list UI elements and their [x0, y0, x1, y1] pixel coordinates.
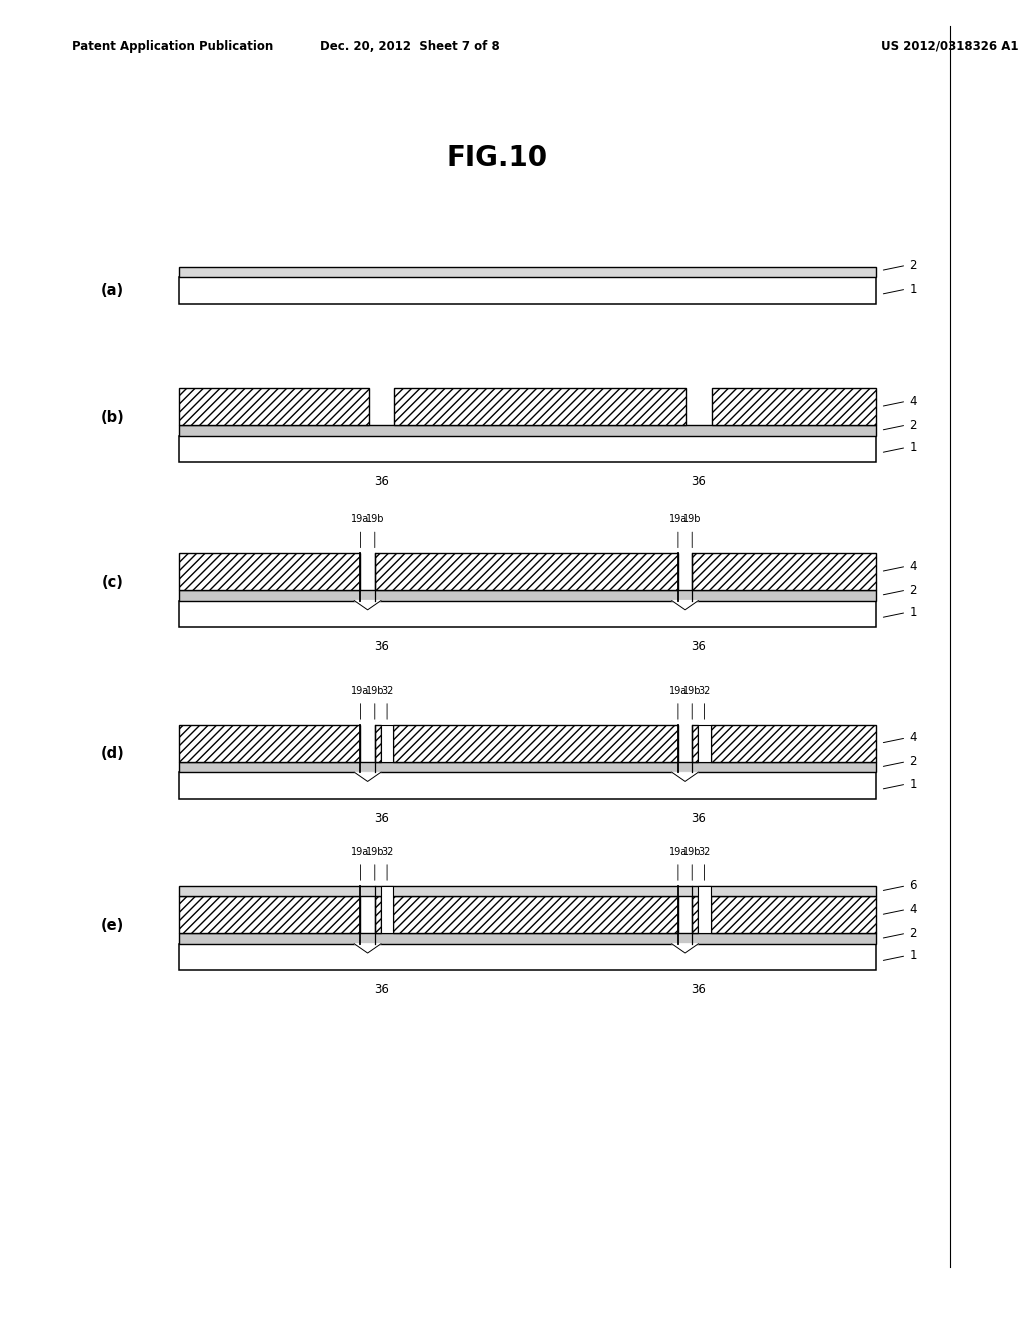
Text: 1: 1	[909, 441, 916, 454]
Text: 2: 2	[909, 583, 916, 597]
Bar	[179, 267, 876, 277]
Text: Patent Application Publication: Patent Application Publication	[72, 40, 273, 53]
Text: 6: 6	[909, 879, 916, 892]
Text: FIG.10: FIG.10	[446, 144, 547, 173]
Bar	[692, 725, 698, 762]
Text: (c): (c)	[101, 574, 124, 590]
Text: Dec. 20, 2012  Sheet 7 of 8: Dec. 20, 2012 Sheet 7 of 8	[319, 40, 500, 53]
Text: 2: 2	[909, 755, 916, 768]
Text: 32: 32	[698, 685, 711, 696]
Text: 36: 36	[691, 812, 707, 825]
Text: 4: 4	[909, 903, 916, 916]
Bar	[179, 886, 876, 896]
Text: 2: 2	[909, 259, 916, 272]
Text: US 2012/0318326 A1: US 2012/0318326 A1	[881, 40, 1018, 53]
Text: 1: 1	[909, 282, 916, 296]
Text: 4: 4	[909, 560, 916, 573]
Text: 19a: 19a	[669, 685, 687, 696]
Polygon shape	[672, 944, 698, 953]
Bar	[179, 772, 876, 799]
Bar	[375, 725, 381, 762]
Text: 36: 36	[374, 983, 389, 997]
Bar	[393, 896, 678, 933]
Text: 36: 36	[691, 475, 707, 488]
Text: (d): (d)	[100, 746, 125, 762]
Text: 19b: 19b	[683, 513, 701, 524]
Text: (e): (e)	[101, 917, 124, 933]
Bar	[381, 725, 393, 762]
Text: 36: 36	[374, 640, 389, 653]
Text: 1: 1	[909, 949, 916, 962]
Bar	[179, 762, 876, 772]
Text: 4: 4	[909, 731, 916, 744]
Text: 19b: 19b	[366, 513, 384, 524]
Bar	[179, 388, 369, 425]
Text: 32: 32	[698, 846, 711, 857]
Bar	[179, 425, 876, 436]
Text: 36: 36	[374, 475, 389, 488]
Text: 19a: 19a	[351, 846, 370, 857]
Bar	[698, 725, 711, 762]
Text: 2: 2	[909, 418, 916, 432]
Polygon shape	[672, 772, 698, 781]
Text: 1: 1	[909, 606, 916, 619]
Bar	[698, 886, 711, 933]
Bar	[179, 601, 876, 627]
Text: 32: 32	[381, 846, 393, 857]
Bar	[179, 896, 360, 933]
Bar	[179, 725, 360, 762]
Bar	[375, 553, 678, 590]
Bar	[394, 388, 686, 425]
Bar	[179, 553, 360, 590]
Text: 36: 36	[691, 983, 707, 997]
Text: 19b: 19b	[366, 685, 384, 696]
Bar	[375, 896, 381, 933]
Polygon shape	[672, 601, 698, 610]
Bar	[711, 896, 876, 933]
Text: 19a: 19a	[351, 685, 370, 696]
Text: 2: 2	[909, 927, 916, 940]
Bar	[179, 436, 876, 462]
Bar	[711, 725, 876, 762]
Text: 19b: 19b	[683, 846, 701, 857]
Text: 4: 4	[909, 395, 916, 408]
Text: 32: 32	[381, 685, 393, 696]
Bar	[692, 553, 876, 590]
Text: 36: 36	[691, 640, 707, 653]
Bar	[381, 886, 393, 933]
Bar	[712, 388, 876, 425]
Bar	[179, 933, 876, 944]
Text: (b): (b)	[100, 409, 125, 425]
Bar	[179, 590, 876, 601]
Text: 19b: 19b	[683, 685, 701, 696]
Polygon shape	[354, 601, 381, 610]
Text: 19a: 19a	[669, 513, 687, 524]
Bar	[393, 725, 678, 762]
Text: 36: 36	[374, 812, 389, 825]
Bar	[179, 944, 876, 970]
Text: 19a: 19a	[351, 513, 370, 524]
Text: (a): (a)	[101, 282, 124, 298]
Polygon shape	[354, 772, 381, 781]
Text: 19a: 19a	[669, 846, 687, 857]
Text: 19b: 19b	[366, 846, 384, 857]
Text: 1: 1	[909, 777, 916, 791]
Bar	[179, 277, 876, 304]
Bar	[692, 896, 698, 933]
Polygon shape	[354, 944, 381, 953]
